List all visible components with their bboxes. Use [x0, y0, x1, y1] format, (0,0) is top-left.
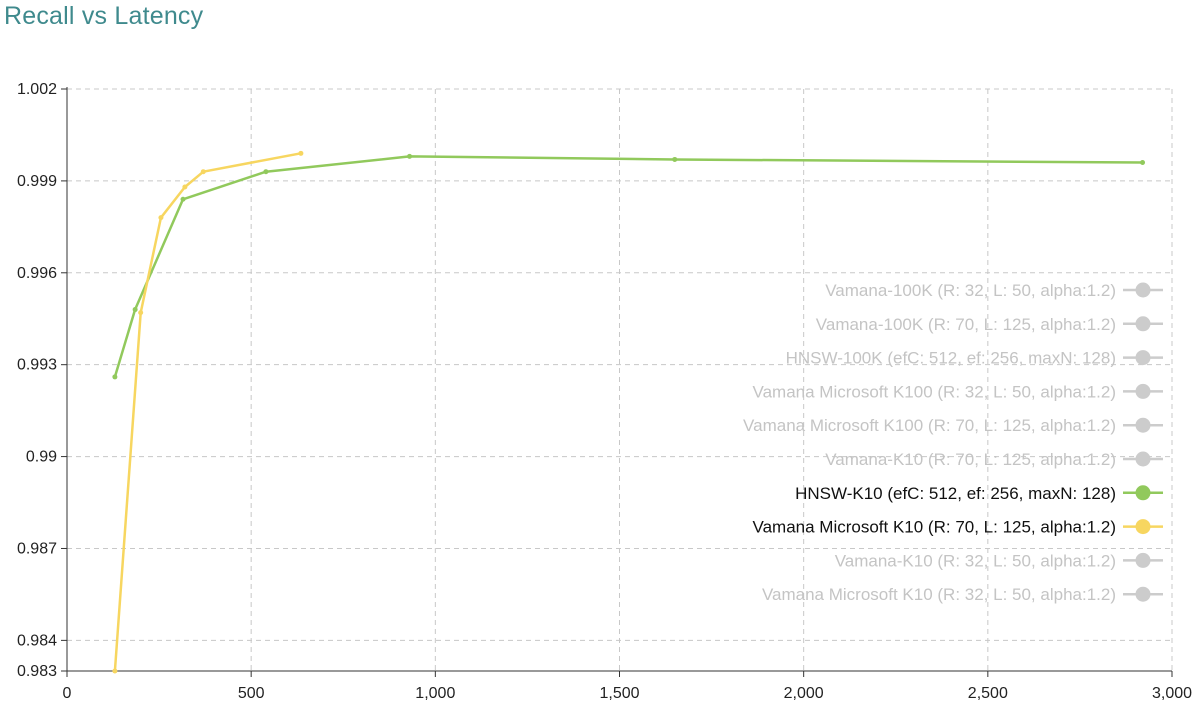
data-point: [407, 153, 413, 159]
legend: Vamana-100K (R: 32, L: 50, alpha:1.2) Vam…: [743, 281, 1163, 604]
legend-label: Vamana-100K (R: 70, L: 125, alpha:1.2): [816, 315, 1116, 334]
x-tick-label: 3,000: [1152, 685, 1192, 702]
legend-item[interactable]: Vamana Microsoft K100 (R: 32, L: 50, alp…: [753, 382, 1164, 401]
legend-swatch-marker: [1135, 519, 1151, 535]
legend-swatch-marker: [1135, 350, 1151, 366]
data-point: [132, 307, 138, 313]
data-point: [200, 169, 206, 175]
data-point: [138, 310, 144, 316]
x-tick-label: 2,000: [784, 685, 824, 702]
y-tick-label: 0.984: [17, 632, 57, 649]
legend-swatch-marker: [1135, 316, 1151, 332]
x-tick-label: 0: [63, 685, 72, 702]
y-tick-label: 0.999: [17, 173, 57, 190]
y-tick-label: 0.996: [17, 265, 57, 282]
legend-label: Vamana Microsoft K100 (R: 70, L: 125, al…: [743, 416, 1116, 435]
series-lines: [112, 150, 1146, 674]
data-point: [112, 374, 118, 380]
legend-label: HNSW-K10 (efC: 512, ef: 256, maxN: 128): [795, 484, 1116, 503]
data-point: [182, 184, 188, 190]
series-line: [113, 152, 302, 672]
legend-item[interactable]: Vamana-K10 (R: 32, L: 50, alpha:1.2): [835, 551, 1163, 570]
data-point: [298, 150, 304, 156]
legend-swatch-marker: [1135, 552, 1151, 568]
legend-item[interactable]: Vamana Microsoft K10 (R: 32, L: 50, alph…: [762, 585, 1163, 604]
legend-label: Vamana-K10 (R: 70, L: 125, alpha:1.2): [825, 450, 1116, 469]
data-point: [672, 156, 678, 162]
grid-lines: [67, 88, 1173, 671]
data-point: [1140, 160, 1146, 166]
y-tick-label: 0.983: [17, 663, 57, 680]
legend-item[interactable]: Vamana Microsoft K100 (R: 70, L: 125, al…: [743, 416, 1163, 435]
legend-item[interactable]: HNSW-K10 (efC: 512, ef: 256, maxN: 128): [795, 484, 1163, 503]
axes: 0.983 0.984 0.987 0.99 0.993 0.996 0.999 1.002 0…: [17, 81, 1192, 702]
legend-swatch-marker: [1135, 485, 1151, 501]
x-tick-label: 500: [238, 685, 265, 702]
legend-label: Vamana-100K (R: 32, L: 50, alpha:1.2): [825, 281, 1116, 300]
legend-item[interactable]: Vamana-100K (R: 32, L: 50, alpha:1.2): [825, 281, 1163, 300]
y-tick-label: 0.99: [26, 449, 57, 466]
data-point: [158, 215, 164, 221]
legend-label: Vamana-K10 (R: 32, L: 50, alpha:1.2): [835, 551, 1116, 570]
legend-item[interactable]: Vamana Microsoft K10 (R: 70, L: 125, alp…: [753, 518, 1164, 537]
legend-label: HNSW-100K (efC: 512, ef: 256, maxN: 128): [786, 349, 1116, 368]
data-point: [180, 196, 186, 202]
legend-label: Vamana Microsoft K10 (R: 32, L: 50, alph…: [762, 585, 1116, 604]
series-line: [113, 155, 1143, 378]
x-tick-label: 1,500: [599, 685, 639, 702]
x-tick-label: 2,500: [968, 685, 1008, 702]
y-tick-label: 1.002: [17, 81, 57, 98]
legend-swatch-marker: [1135, 586, 1151, 602]
legend-item[interactable]: Vamana-K10 (R: 70, L: 125, alpha:1.2): [825, 450, 1163, 469]
legend-item[interactable]: Vamana-100K (R: 70, L: 125, alpha:1.2): [816, 315, 1163, 334]
data-point: [263, 169, 269, 175]
legend-label: Vamana Microsoft K100 (R: 32, L: 50, alp…: [753, 382, 1117, 401]
y-tick-label: 0.993: [17, 357, 57, 374]
legend-swatch-marker: [1135, 383, 1151, 399]
x-tick-label: 1,000: [415, 685, 455, 702]
legend-label: Vamana Microsoft K10 (R: 70, L: 125, alp…: [753, 518, 1117, 537]
chart-title: Recall vs Latency: [4, 2, 204, 30]
legend-item[interactable]: HNSW-100K (efC: 512, ef: 256, maxN: 128): [786, 349, 1163, 368]
legend-swatch-marker: [1135, 282, 1151, 298]
y-tick-label: 0.987: [17, 540, 57, 557]
data-point: [112, 668, 118, 674]
legend-swatch-marker: [1135, 417, 1151, 433]
legend-swatch-marker: [1135, 451, 1151, 467]
